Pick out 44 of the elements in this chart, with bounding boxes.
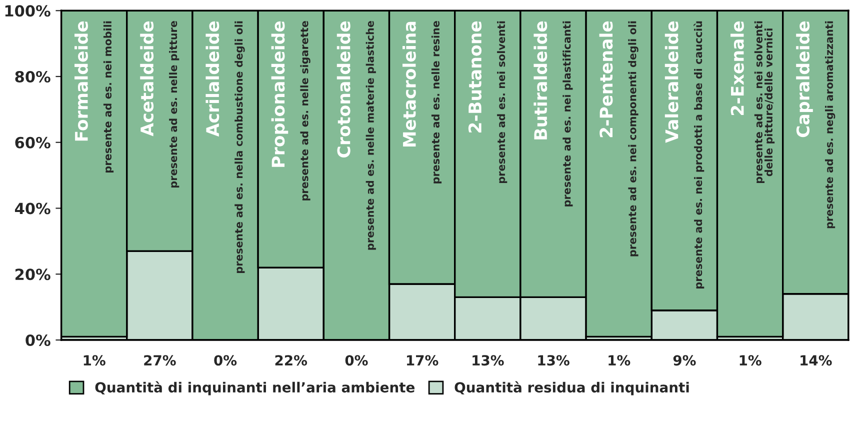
data-label: 17% bbox=[407, 355, 438, 366]
annotation: presente ad es. nelle materie plastiche bbox=[366, 21, 376, 250]
x-tick-label: 2-Pentenale bbox=[599, 21, 613, 138]
y-tick-label: 20% bbox=[15, 268, 50, 280]
data-label: 1% bbox=[740, 355, 762, 366]
legend-label: Quantità residua di inquinanti bbox=[454, 381, 689, 396]
annotation: presente ad es. nelle pitture bbox=[169, 21, 180, 188]
annotation: presente ad es. nella combustione degli oli bbox=[234, 21, 245, 273]
x-tick-label: Capraldeide bbox=[796, 21, 813, 138]
data-label: 13% bbox=[538, 355, 570, 366]
x-tick-label: 2-Exenale bbox=[730, 21, 744, 116]
data-label: 27% bbox=[144, 355, 176, 366]
x-tick-label: Acetaldeide bbox=[140, 21, 154, 136]
x-tick-label: Metacroleina bbox=[402, 22, 416, 147]
annotation: presente ad es. nelle sigarette bbox=[300, 21, 310, 200]
data-label: 0% bbox=[345, 355, 368, 366]
annotation: presente ad es. nei prodotti a base di caucciù bbox=[694, 21, 704, 288]
legend-label: Quantità di inquinanti nell’aria ambiente bbox=[95, 381, 415, 396]
data-label: 1% bbox=[84, 355, 106, 366]
annotation: presente ad es. nei solventi bbox=[497, 21, 508, 184]
x-tick-label: Butiraldeide bbox=[534, 21, 548, 140]
data-label: 9% bbox=[673, 355, 696, 366]
annotation: presente ad es. negli aromatizzanti bbox=[825, 21, 836, 228]
x-tick-label: 2-Butanone bbox=[468, 21, 482, 132]
x-tick-label: Acrilaldeide bbox=[206, 21, 220, 137]
annotation: presente ad es. nei plastificanti bbox=[562, 21, 573, 206]
data-label: 14% bbox=[800, 355, 832, 366]
x-tick-label: Formaldeide bbox=[74, 21, 88, 141]
annotation: presente ad es. nei solventi delle pitture/delle vernici bbox=[754, 21, 775, 184]
annotation: presente ad es. nei componenti degli oli bbox=[628, 21, 638, 256]
x-tick-label: Valeraldeide bbox=[664, 21, 678, 143]
y-tick-label: 80% bbox=[15, 70, 50, 83]
data-label: 22% bbox=[275, 355, 308, 366]
annotation: presente ad es. nei mobili bbox=[103, 21, 114, 172]
annotation: presente ad es. nelle resine bbox=[431, 21, 442, 184]
x-tick-label: Crotonaldeide bbox=[336, 21, 350, 158]
y-tick-label: 0% bbox=[26, 334, 50, 346]
y-tick-label: 60% bbox=[15, 136, 50, 148]
data-label: 0% bbox=[214, 355, 237, 366]
y-tick-label: 100% bbox=[5, 5, 50, 17]
data-label: 1% bbox=[608, 355, 630, 366]
data-label: 13% bbox=[472, 355, 504, 366]
y-tick-label: 40% bbox=[14, 202, 50, 214]
x-tick-label: Propionaldeide bbox=[271, 21, 288, 167]
